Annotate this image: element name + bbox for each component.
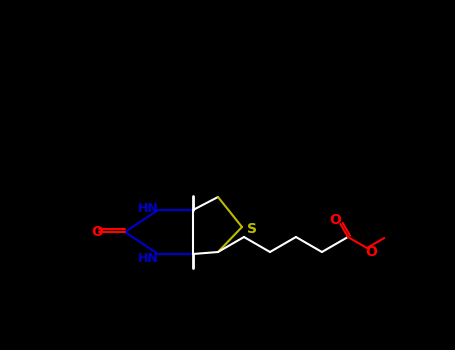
Text: O: O xyxy=(91,225,103,239)
Text: O: O xyxy=(365,245,377,259)
Text: S: S xyxy=(247,222,257,236)
Text: HN: HN xyxy=(137,252,158,265)
Text: O: O xyxy=(329,213,341,227)
Text: HN: HN xyxy=(137,202,158,215)
